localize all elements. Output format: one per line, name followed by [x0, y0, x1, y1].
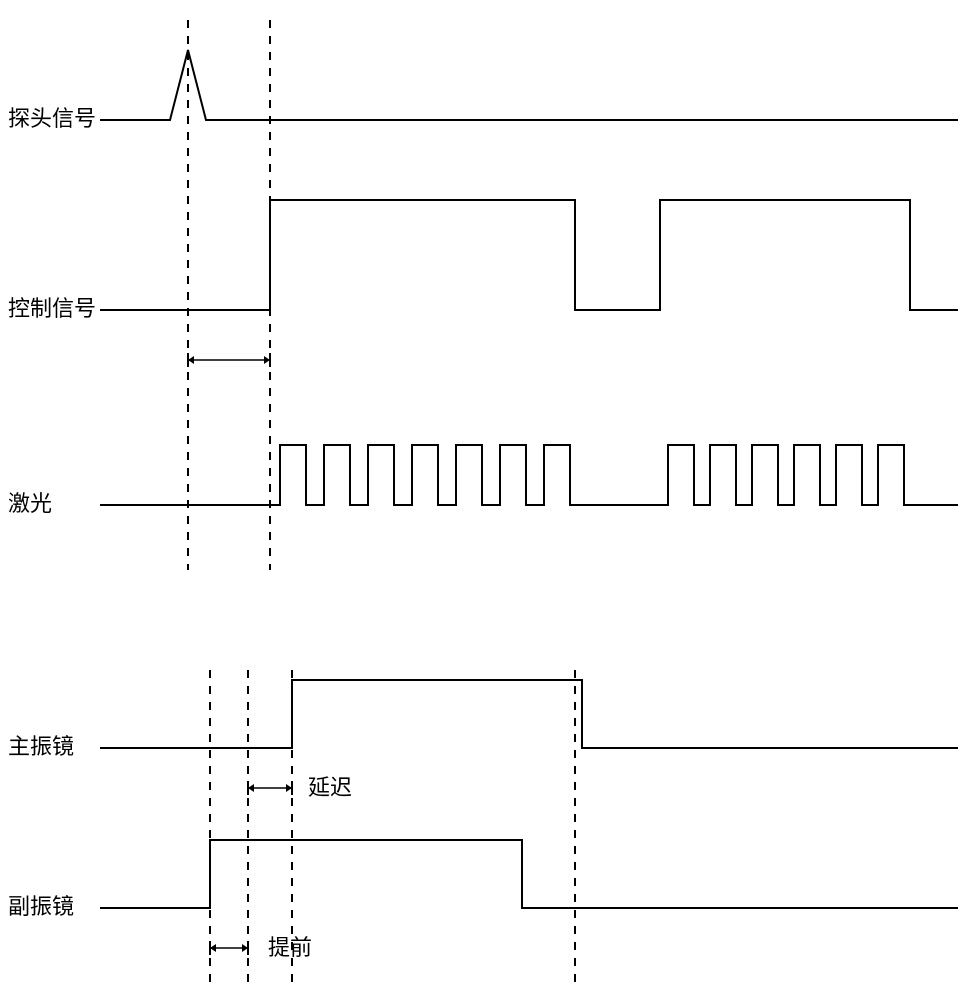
advance-text: 提前 — [268, 935, 312, 960]
main-galvo-waveform — [100, 680, 958, 748]
control-label: 控制信号 — [8, 296, 96, 321]
probe-label: 探头信号 — [8, 106, 96, 131]
probe-waveform — [100, 50, 958, 120]
timing-diagram: 探头信号控制信号激光主振镜延迟副振镜提前 — [0, 0, 964, 1000]
laser-label: 激光 — [8, 491, 52, 516]
main-galvo-label: 主振镜 — [8, 734, 74, 759]
laser-waveform — [100, 445, 958, 505]
control-waveform — [100, 200, 958, 310]
delay-text: 延迟 — [308, 775, 352, 800]
sub-galvo-label: 副振镜 — [8, 894, 74, 919]
sub-galvo-waveform — [100, 840, 958, 908]
